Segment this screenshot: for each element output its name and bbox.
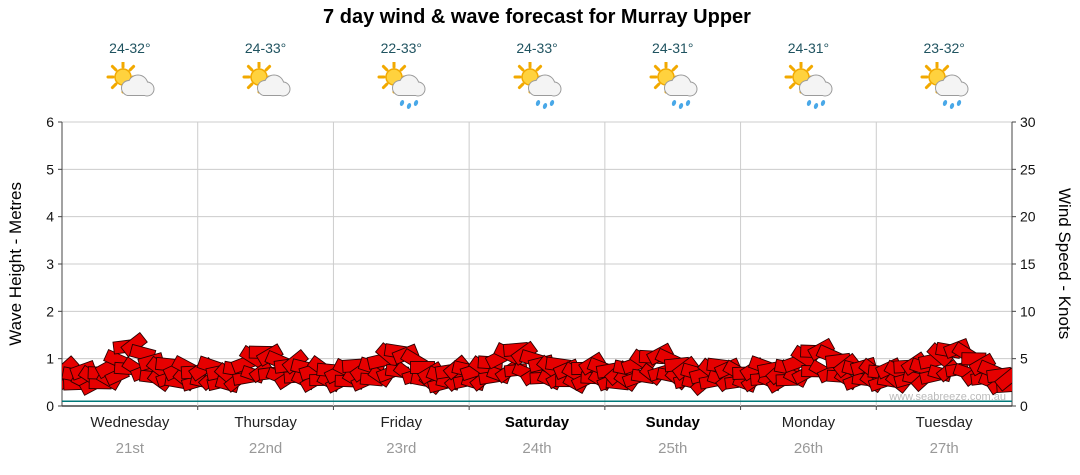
right-axis-title-text: Wind Speed - Knots xyxy=(1055,188,1074,340)
cloud-fill xyxy=(121,75,154,96)
weather-icon-cell xyxy=(605,62,741,112)
cloud-fill xyxy=(800,75,832,96)
day-label: Saturday xyxy=(504,414,570,431)
temperature-range: 24-33° xyxy=(516,40,558,56)
day-labels-row: Wednesday Thursday Friday Saturday Sunday Mon… xyxy=(62,414,1012,431)
rain-drops-icon xyxy=(400,100,419,109)
rain-drops-icon xyxy=(943,100,962,109)
left-axis-title: Wave Height - Metres xyxy=(2,122,30,406)
sun-ray-icon xyxy=(517,64,525,72)
cloud-fill xyxy=(936,75,968,96)
weather-icon-cell xyxy=(741,62,877,112)
date-label: 25th xyxy=(658,440,688,457)
cloud-fill xyxy=(529,75,561,96)
temperature-range: 24-32° xyxy=(109,40,151,56)
sun-ray-icon xyxy=(382,82,389,90)
left-tick-label: 6 xyxy=(46,114,54,130)
right-tick-label: 25 xyxy=(1020,161,1036,177)
rain-drops-icon xyxy=(807,100,826,109)
left-axis-title-text: Wave Height - Metres xyxy=(6,182,25,346)
right-tick-label: 15 xyxy=(1020,256,1036,272)
chart-title: 7 day wind & wave forecast for Murray Up… xyxy=(323,6,751,28)
left-tick-label: 4 xyxy=(46,209,54,225)
rain-drops-icon xyxy=(671,100,690,109)
sun-cloud-rain-icon xyxy=(784,62,833,109)
weather-icon-cell xyxy=(333,62,469,112)
cloud-fill xyxy=(664,75,697,96)
left-tick-label: 1 xyxy=(46,351,54,367)
day-label: Friday xyxy=(380,414,423,431)
temperature-row: 24-32° 24-33° 22-33° 24-33° 24-31° 24-31° 23-3… xyxy=(62,40,1012,56)
weather-icon-cell xyxy=(198,62,334,112)
cloud-fill xyxy=(257,75,290,96)
sun-cloud-rain-icon xyxy=(649,62,698,109)
rain-drops-icon xyxy=(535,100,555,109)
day-label: Wednesday xyxy=(90,414,170,431)
sun-cloud-rain-icon xyxy=(513,62,562,109)
weather-icon-cell xyxy=(62,62,198,112)
sun-ray-icon xyxy=(925,82,932,90)
left-tick-label: 5 xyxy=(46,161,54,177)
sun-ray-icon xyxy=(128,64,135,72)
sun-ray-icon xyxy=(535,64,543,72)
sun-ray-icon xyxy=(246,64,253,72)
sun-ray-icon xyxy=(382,64,389,72)
sun-ray-icon xyxy=(789,64,796,72)
right-tick-label: 5 xyxy=(1020,351,1028,367)
sun-cloud-icon xyxy=(106,62,155,97)
wind-barb xyxy=(994,365,1012,392)
right-tick-label: 20 xyxy=(1020,209,1036,225)
sun-ray-icon xyxy=(110,82,118,90)
sun-ray-icon xyxy=(517,82,525,90)
right-tick-label: 10 xyxy=(1020,303,1036,319)
right-axis-title: Wind Speed - Knots xyxy=(1050,122,1078,406)
sun-cloud-icon xyxy=(242,62,291,97)
temperature-range: 24-33° xyxy=(244,40,287,56)
date-label: 22nd xyxy=(248,440,283,457)
sun-ray-icon xyxy=(653,64,661,72)
day-label: Sunday xyxy=(645,414,700,431)
sun-ray-icon xyxy=(925,64,932,72)
temperature-range: 22-33° xyxy=(380,40,422,56)
left-tick-label: 0 xyxy=(46,398,54,414)
sun-ray-icon xyxy=(671,64,678,72)
temperature-range: 23-32° xyxy=(923,40,965,56)
day-label: Tuesday xyxy=(915,414,973,431)
sun-cloud-rain-icon xyxy=(920,62,969,109)
date-labels-row: 21st 22nd 23rd 24th 25th 26th 27th xyxy=(62,440,1012,457)
sun-ray-icon xyxy=(399,64,407,72)
sun-ray-icon xyxy=(942,64,950,72)
sun-ray-icon xyxy=(264,64,271,72)
sun-ray-icon xyxy=(246,82,253,90)
weather-icons-row xyxy=(62,62,1012,112)
sun-ray-icon xyxy=(789,82,796,90)
temperature-range: 24-31° xyxy=(652,40,694,56)
date-label: 27th xyxy=(929,440,959,457)
right-tick-label: 30 xyxy=(1020,114,1036,130)
temperature-range: 24-31° xyxy=(787,40,830,56)
sun-cloud-rain-icon xyxy=(377,62,426,109)
day-label: Thursday xyxy=(234,414,297,431)
weather-icon-cell xyxy=(469,62,605,112)
watermark: www.seabreeze.com.au xyxy=(889,391,1006,403)
date-label: 24th xyxy=(522,440,552,457)
cloud-fill xyxy=(393,75,425,96)
left-tick-label: 3 xyxy=(46,256,54,272)
left-tick-label: 2 xyxy=(46,303,54,319)
date-label: 21st xyxy=(115,440,145,457)
weather-icon-cell xyxy=(876,62,1012,112)
sun-ray-icon xyxy=(807,64,814,72)
date-label: 26th xyxy=(793,440,824,457)
sun-ray-icon xyxy=(110,64,118,72)
wind-barbs-series xyxy=(62,331,1012,397)
right-tick-label: 0 xyxy=(1020,398,1028,414)
date-label: 23rd xyxy=(386,440,417,457)
sun-ray-icon xyxy=(653,82,661,90)
day-label: Monday xyxy=(781,414,836,431)
